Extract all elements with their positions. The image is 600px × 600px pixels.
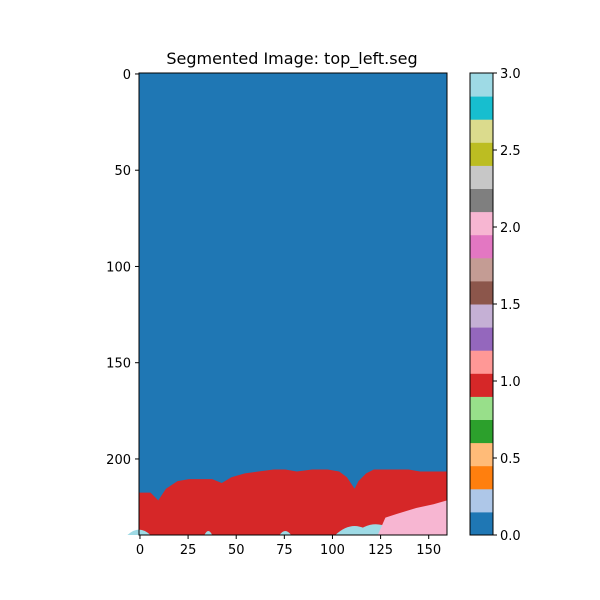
colorbar-swatch [470,488,493,513]
x-tick-label: 50 [228,543,245,558]
x-tick-label: 75 [276,543,293,558]
colorbar-swatch [470,96,493,120]
colorbar-swatch [470,142,493,166]
colorbar-swatch [470,234,493,259]
colorbar-swatch [470,119,493,143]
colorbar-tick-label: 2.0 [500,221,521,236]
y-tick-label: 0 [123,68,131,83]
colorbar-tick-label: 2.5 [500,144,521,159]
colorbar-tick-label: 3.0 [500,67,521,82]
chart-title: Segmented Image: top_left.seg [166,49,417,69]
colorbar-axis: 0.0 0.5 1.0 1.5 2.0 2.5 3.0 [493,67,521,544]
colorbar-swatch [470,165,493,189]
colorbar-swatch [470,280,493,305]
colorbar-tick-label: 1.5 [500,298,521,313]
y-tick-label: 200 [106,453,131,468]
colorbar-tick-label: 1.0 [500,375,521,390]
colorbar-swatch [470,327,493,351]
segment-value-3-bump [204,531,213,535]
colorbar-swatch [470,211,493,236]
colorbar-swatch [470,396,493,420]
y-tick-label: 50 [114,164,131,179]
colorbar-tick-label: 0.5 [500,452,521,467]
segment-value-3-bump [279,531,292,535]
x-tick-label: 0 [136,543,144,558]
x-tick-label: 25 [180,543,197,558]
x-tick-label: 100 [320,543,345,558]
segmentation-image [127,73,447,535]
y-axis: 0 50 100 150 200 [106,68,139,468]
segment-value-1 [139,469,447,535]
colorbar-swatch [470,511,493,536]
x-tick-label: 150 [416,543,441,558]
colorbar-swatch [470,350,493,374]
segment-background [139,73,447,535]
image-frame [138,72,448,536]
colorbar-swatch [470,419,493,444]
colorbar-swatch [470,373,493,397]
colorbar-swatch [470,188,493,213]
colorbar [470,73,493,536]
segment-value-2 [377,500,447,535]
colorbar-swatch [470,257,493,282]
colorbar-swatch [470,304,493,328]
x-tick-label: 125 [368,543,393,558]
colorbar-swatch [470,465,493,490]
colorbar-tick-label: 0.0 [500,529,521,544]
colorbar-swatch [470,442,493,467]
colorbar-swatch [470,73,493,97]
x-axis: 0 25 50 75 100 125 150 [136,535,441,558]
y-tick-label: 150 [106,357,131,372]
y-tick-label: 100 [106,260,131,275]
